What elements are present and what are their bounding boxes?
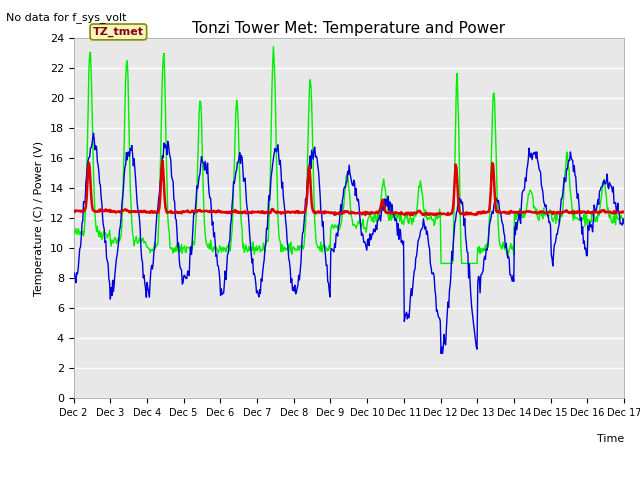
Text: TZ_tmet: TZ_tmet — [93, 27, 144, 37]
Legend: Panel T, Battery V, Air T: Panel T, Battery V, Air T — [196, 477, 501, 480]
Title: Tonzi Tower Met: Temperature and Power: Tonzi Tower Met: Temperature and Power — [192, 21, 506, 36]
Text: No data for f_sys_volt: No data for f_sys_volt — [6, 12, 127, 23]
Y-axis label: Temperature (C) / Power (V): Temperature (C) / Power (V) — [34, 141, 44, 296]
X-axis label: Time: Time — [596, 434, 624, 444]
